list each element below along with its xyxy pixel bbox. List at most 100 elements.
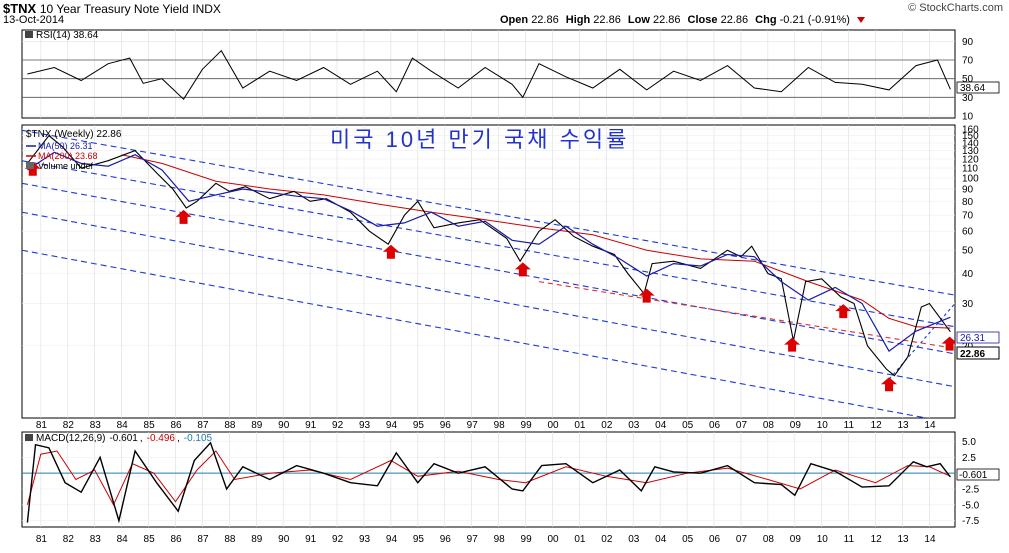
rsi-reference-lines [22, 59, 955, 98]
ma200-legend-text: MA(200) 23.68 [38, 151, 98, 161]
support-arrow [941, 336, 955, 351]
x-tick-label: 00 [547, 534, 559, 545]
x-tick-label: 01 [574, 534, 586, 545]
x-tick-label: 83 [90, 534, 102, 545]
x-tick-label: 04 [655, 420, 667, 431]
x-tick-label: 99 [521, 420, 533, 431]
rising-trend-line [888, 303, 955, 380]
price-tick-label: 30 [962, 299, 974, 310]
support-arrows [24, 161, 955, 392]
x-tick-label: 84 [117, 420, 129, 431]
macd-tick-label: 2.5 [962, 453, 976, 464]
x-tick-label: 95 [413, 420, 425, 431]
x-tick-label: 86 [170, 534, 182, 545]
support-arrow [638, 288, 655, 303]
price-line [26, 134, 951, 377]
x-tick-label: 86 [170, 420, 182, 431]
horizontal-gridlines [22, 41, 955, 521]
x-tick-label: 08 [763, 420, 775, 431]
macd-tick-label: 5.0 [962, 437, 976, 448]
macd-line [26, 441, 951, 524]
x-tick-label: 92 [332, 420, 344, 431]
rsi-line [27, 49, 951, 100]
rsi-tick-label: 10 [962, 112, 974, 123]
open-value: 22.86 [531, 14, 559, 26]
korean-title: 미국 10년 만기 국채 수익률 [330, 127, 629, 152]
x-tick-label: 87 [197, 534, 209, 545]
channel-line [22, 211, 955, 388]
open-label: Open [500, 14, 529, 26]
macd-legend-text: MACD(12,26,9) -0.601, -0.496, -0.105 [36, 433, 213, 444]
x-tick-label: 11 [844, 534, 855, 545]
low-label: Low [627, 14, 650, 26]
macd-legend-name: MACD(12,26,9) [36, 433, 105, 444]
close-value-tag-text: 22.86 [960, 349, 985, 360]
x-tick-label: 13 [897, 420, 909, 431]
macd-signal-line [26, 450, 951, 506]
x-tick-label: 96 [440, 420, 452, 431]
x-tick-label: 95 [413, 534, 425, 545]
rsi-value-tag-text: 38.64 [960, 83, 985, 94]
chg-value: -0.21 (-0.91%) [779, 14, 850, 26]
x-tick-label: 89 [251, 420, 263, 431]
channel-lines [22, 129, 955, 418]
high-value: 22.86 [593, 14, 621, 26]
x-tick-label: 14 [924, 420, 936, 431]
x-tick-label: 03 [628, 420, 640, 431]
red-trend-line [538, 281, 955, 349]
channel-line [22, 182, 955, 355]
low-value: 22.86 [652, 14, 681, 26]
price-tick-label: 90 [962, 184, 974, 195]
chg-label: Chg [755, 14, 777, 26]
price-tick-label: 100 [962, 173, 979, 184]
ma200-line [121, 154, 951, 329]
symbol-header: $TNX 10 Year Treasury Note Yield INDX [3, 1, 221, 16]
macd-tick-label: -5.0 [962, 500, 980, 511]
exchange: INDX [192, 2, 221, 16]
x-tick-label: 98 [494, 420, 506, 431]
support-arrow [514, 262, 531, 277]
high-label: High [565, 14, 591, 26]
rsi-value-tag: 38.64 [956, 81, 1000, 94]
price-tick-label: 80 [962, 197, 974, 208]
x-tick-label: 85 [144, 420, 156, 431]
x-tick-label: 14 [924, 534, 936, 545]
x-tick-label: 88 [224, 534, 236, 545]
macd-value-tag-text: -0.601 [959, 470, 988, 481]
price-panel [21, 124, 956, 419]
volume-legend-text: Volume undef [38, 161, 94, 171]
macd-legend-signal: -0.496 [147, 433, 176, 444]
symbol-name: 10 Year Treasury Note Yield [39, 2, 189, 16]
price-tick-label: 60 [962, 227, 974, 238]
rsi-legend-text: RSI(14) 38.64 [36, 30, 99, 41]
close-label: Close [687, 14, 718, 26]
stockcharts-brand: © StockCharts.com [908, 2, 1003, 14]
price-tick-label: 120 [962, 154, 979, 165]
x-tick-label: 13 [897, 534, 909, 545]
x-tick-label: 02 [601, 420, 613, 431]
macd-value-tag: -0.601 [956, 468, 1000, 481]
x-tick-label: 12 [871, 534, 883, 545]
x-tick-label: 90 [278, 420, 290, 431]
macd-value-tag-box [956, 468, 1000, 481]
price-tick-label: 130 [962, 146, 979, 157]
price-tick-label: 140 [962, 138, 979, 149]
price-legend: $TNX (Weekly) 22.86 MA(50) 26.31 MA(200)… [26, 129, 122, 171]
x-tick-label: 08 [763, 534, 775, 545]
x-tick-label: 05 [682, 420, 694, 431]
x-tick-label: 81 [36, 420, 48, 431]
price-tick-label: 110 [962, 164, 978, 175]
rsi-panel [21, 29, 956, 119]
x-tick-label: 98 [494, 534, 506, 545]
x-tick-label: 05 [682, 534, 694, 545]
x-tick-label: 89 [251, 534, 263, 545]
x-tick-label: 10 [817, 534, 829, 545]
price-tick-label: 50 [962, 246, 974, 257]
x-tick-label: 03 [628, 534, 640, 545]
price-axis: 1601501401301201101009080706050403020 [962, 125, 979, 353]
rsi-legend: RSI(14) 38.64 [25, 30, 99, 41]
x-tick-label: 12 [871, 420, 883, 431]
rsi-value-tag-box [956, 81, 1000, 94]
x-tick-label: 00 [547, 420, 559, 431]
